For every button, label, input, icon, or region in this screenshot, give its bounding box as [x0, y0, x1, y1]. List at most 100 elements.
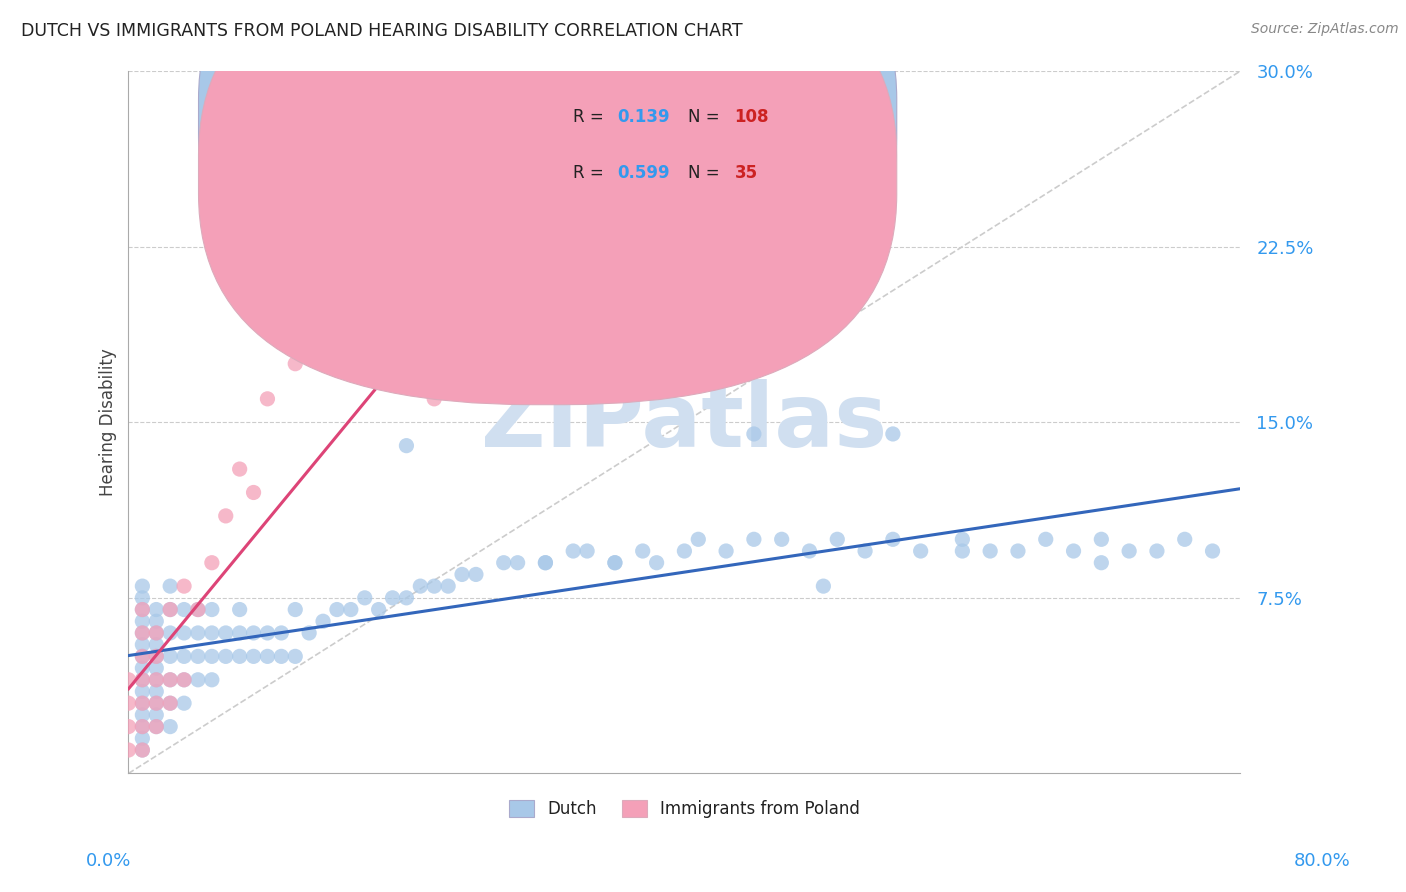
- Point: [284, 649, 307, 664]
- Point: [173, 673, 195, 687]
- Point: [437, 579, 460, 593]
- Point: [145, 638, 167, 652]
- Point: [423, 392, 446, 406]
- Point: [131, 649, 153, 664]
- Point: [187, 626, 209, 640]
- Point: [173, 602, 195, 616]
- Point: [395, 591, 418, 605]
- Point: [173, 649, 195, 664]
- Point: [395, 368, 418, 383]
- Point: [1035, 533, 1057, 547]
- Point: [228, 626, 250, 640]
- Point: [159, 673, 181, 687]
- Point: [145, 720, 167, 734]
- Point: [187, 649, 209, 664]
- Point: [950, 533, 973, 547]
- Point: [201, 673, 224, 687]
- Point: [173, 696, 195, 710]
- Point: [131, 673, 153, 687]
- Point: [284, 602, 307, 616]
- Point: [173, 579, 195, 593]
- Point: [215, 626, 238, 640]
- Point: [131, 626, 153, 640]
- Text: 35: 35: [734, 164, 758, 182]
- Point: [131, 649, 153, 664]
- Text: DUTCH VS IMMIGRANTS FROM POLAND HEARING DISABILITY CORRELATION CHART: DUTCH VS IMMIGRANTS FROM POLAND HEARING …: [21, 22, 742, 40]
- Point: [131, 696, 153, 710]
- Point: [1118, 544, 1140, 558]
- Point: [117, 673, 139, 687]
- Point: [506, 298, 529, 312]
- Point: [131, 720, 153, 734]
- Point: [910, 544, 932, 558]
- Point: [187, 602, 209, 616]
- Point: [228, 462, 250, 476]
- Point: [187, 602, 209, 616]
- Point: [603, 556, 626, 570]
- Point: [645, 556, 668, 570]
- Point: [576, 544, 599, 558]
- Point: [145, 626, 167, 640]
- Point: [159, 602, 181, 616]
- Point: [145, 673, 167, 687]
- Text: ZIPatlas: ZIPatlas: [481, 379, 887, 466]
- Point: [464, 567, 486, 582]
- Point: [145, 614, 167, 628]
- FancyBboxPatch shape: [198, 0, 897, 349]
- Text: 0.139: 0.139: [617, 108, 671, 126]
- Point: [228, 649, 250, 664]
- Point: [173, 673, 195, 687]
- Point: [131, 720, 153, 734]
- Point: [201, 649, 224, 664]
- Y-axis label: Hearing Disability: Hearing Disability: [100, 349, 117, 496]
- Point: [853, 544, 876, 558]
- Point: [1174, 533, 1197, 547]
- Point: [603, 556, 626, 570]
- Point: [131, 707, 153, 722]
- Point: [367, 602, 389, 616]
- Point: [201, 626, 224, 640]
- Point: [298, 626, 321, 640]
- Point: [423, 579, 446, 593]
- Point: [131, 614, 153, 628]
- Point: [882, 533, 904, 547]
- Point: [131, 602, 153, 616]
- Point: [714, 544, 737, 558]
- Point: [131, 731, 153, 746]
- Text: R =: R =: [574, 108, 609, 126]
- Point: [159, 579, 181, 593]
- Point: [1146, 544, 1168, 558]
- Point: [381, 591, 404, 605]
- Point: [131, 579, 153, 593]
- Point: [145, 602, 167, 616]
- Point: [117, 720, 139, 734]
- Point: [145, 649, 167, 664]
- Point: [159, 673, 181, 687]
- Point: [228, 602, 250, 616]
- Point: [326, 602, 349, 616]
- Text: N =: N =: [688, 108, 724, 126]
- Point: [270, 649, 292, 664]
- Point: [131, 638, 153, 652]
- Point: [242, 485, 264, 500]
- Point: [145, 661, 167, 675]
- Point: [742, 426, 765, 441]
- FancyBboxPatch shape: [517, 88, 830, 219]
- Point: [159, 649, 181, 664]
- Point: [742, 533, 765, 547]
- Point: [562, 544, 585, 558]
- Point: [1007, 544, 1029, 558]
- Point: [284, 357, 307, 371]
- Point: [312, 614, 335, 628]
- Text: 80.0%: 80.0%: [1294, 852, 1350, 870]
- Point: [534, 556, 557, 570]
- Text: Source: ZipAtlas.com: Source: ZipAtlas.com: [1251, 22, 1399, 37]
- Point: [145, 684, 167, 698]
- Point: [215, 649, 238, 664]
- Point: [145, 720, 167, 734]
- Point: [1090, 556, 1112, 570]
- Text: 0.599: 0.599: [617, 164, 671, 182]
- Point: [131, 673, 153, 687]
- Point: [159, 626, 181, 640]
- Point: [159, 696, 181, 710]
